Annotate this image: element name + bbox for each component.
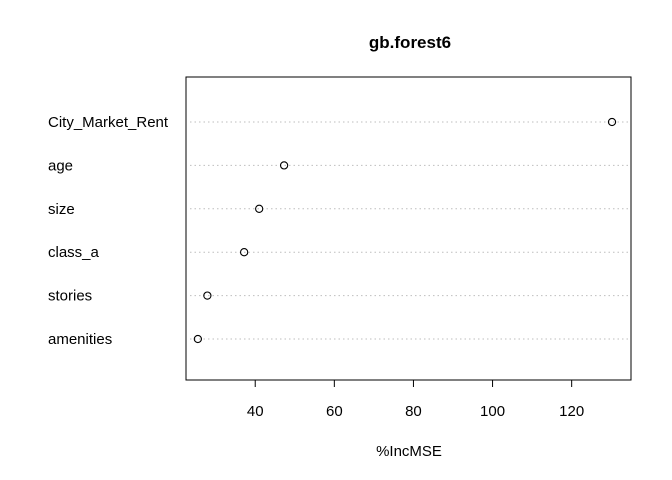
x-tick-label-40: 40 xyxy=(247,403,264,420)
data-point-class-a xyxy=(239,248,249,257)
data-point-age xyxy=(279,161,289,170)
data-points xyxy=(193,117,617,344)
data-point-size xyxy=(255,204,264,213)
chart-title: gb.forest6 xyxy=(369,33,451,52)
x-axis-label: %IncMSE xyxy=(376,443,442,460)
category-label-class-a: class_a xyxy=(48,244,100,261)
data-point-amenities xyxy=(193,334,203,344)
category-label-size: size xyxy=(48,201,75,218)
data-point-city-market-rent xyxy=(607,117,617,127)
category-label-amenities: amenities xyxy=(48,331,112,348)
x-tick-label-60: 60 xyxy=(326,403,343,420)
category-label-stories: stories xyxy=(48,288,92,305)
category-label-city-market-rent: City_Market_Rent xyxy=(48,114,169,131)
data-point-stories xyxy=(203,291,212,300)
x-axis: 40 60 80 100 120 xyxy=(247,379,584,420)
x-tick-label-120: 120 xyxy=(559,403,584,420)
x-tick-label-100: 100 xyxy=(480,403,505,420)
guide-lines xyxy=(190,121,629,340)
category-label-age: age xyxy=(48,157,73,174)
x-tick-label-80: 80 xyxy=(405,403,422,420)
